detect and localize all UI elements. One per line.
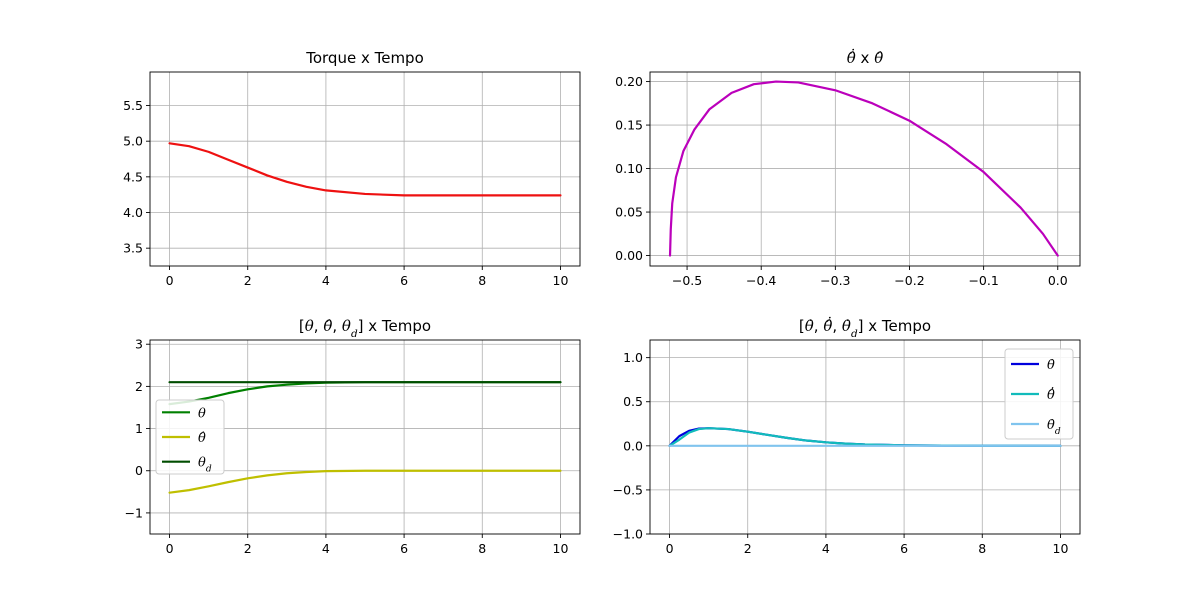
chart-2: −0.5 −0.4 −0.3 −0.2 −0.1 0.0 0.00 0.05 0.10 0.15 0…: [615, 48, 1081, 288]
chart-title-part: θ̂: [874, 49, 883, 67]
x-tick-label: 6: [400, 541, 408, 556]
x-tick-label: 0: [166, 273, 174, 288]
y-tick-label: 3: [135, 337, 143, 352]
x-tick-label: 8: [978, 541, 986, 556]
chart-title: θ̂̇ x θ̂: [847, 48, 883, 67]
x-tick-label: −0.3: [820, 273, 850, 288]
chart-title-part: Torque x Tempo: [305, 49, 424, 67]
x-tick-label: 6: [900, 541, 908, 556]
y-tick-label: 0.20: [615, 74, 643, 89]
x-tick-label: 0.0: [1048, 273, 1068, 288]
chart-title-part: θ̇: [805, 317, 814, 335]
legend-label-2: θ̂̇: [1047, 386, 1055, 403]
y-tick-label: −1: [125, 505, 143, 520]
legend-label-part: θ̂: [198, 431, 206, 446]
chart-4: 0 2 4 6 8 10−1.0−0.50.00.51.0[θ̇, θ̂̇, θ̇d] x…: [613, 316, 1081, 556]
x-tick-label: 2: [244, 273, 252, 288]
chart-title-part: ,: [314, 317, 324, 335]
x-tick-label: 10: [553, 273, 569, 288]
legend-label-part: θ: [198, 456, 206, 471]
x-tick-label: 4: [322, 273, 330, 288]
y-tick-label: 5.0: [123, 134, 143, 149]
chart-title-part: [: [299, 317, 305, 335]
y-tick-label: −1.0: [613, 527, 643, 542]
x-tick-label: −0.4: [746, 273, 776, 288]
legend-label-part: d: [1055, 427, 1061, 437]
series-line-1: [168, 142, 562, 197]
chart-title: [θ̇, θ̂̇, θ̇d] x Tempo: [799, 316, 931, 340]
x-tick-label: 4: [822, 541, 830, 556]
chart-title-part: θ̂̇: [847, 48, 856, 67]
y-tick-label: 0.00: [615, 248, 643, 263]
chart-title-part: θ̇: [842, 317, 851, 335]
legend-label-2: θ̂: [198, 431, 206, 446]
x-tick-label: 10: [1053, 541, 1069, 556]
x-tick-label: −0.5: [672, 273, 702, 288]
x-tick-label: 0: [666, 541, 674, 556]
legend-label-3: θ̇d: [1047, 418, 1061, 437]
y-tick-label: 0.10: [615, 161, 643, 176]
chart-title-part: θ: [342, 317, 351, 335]
y-tick-label: 0.5: [623, 394, 643, 409]
y-tick-label: 3.5: [123, 241, 143, 256]
y-tick-label: 1: [135, 421, 143, 436]
legend-label-part: θ̇: [1047, 358, 1055, 373]
legend-label-part: θ: [198, 406, 206, 421]
chart-title: Torque x Tempo: [305, 49, 424, 67]
legend: θθ̂θd: [155, 399, 225, 475]
y-tick-label: 5.5: [123, 98, 143, 113]
y-tick-label: 0: [135, 463, 143, 478]
y-tick-label: 0.0: [623, 438, 643, 453]
x-tick-label: −0.2: [894, 273, 924, 288]
x-tick-label: 8: [478, 273, 486, 288]
chart-title-part: ] x Tempo: [858, 317, 931, 335]
legend: θ̇θ̂̇θ̇d: [1004, 348, 1074, 440]
legend-label-1: θ̇: [1047, 358, 1055, 373]
y-tick-label: 1.0: [623, 350, 643, 365]
y-tick-label: 2: [135, 379, 143, 394]
chart-title-part: ,: [814, 317, 824, 335]
series-line-1: [668, 80, 1059, 257]
x-tick-label: 2: [244, 541, 252, 556]
axes-frame: [649, 339, 1081, 535]
legend-label-1: θ: [198, 406, 206, 421]
x-tick-label: 6: [400, 273, 408, 288]
y-tick-label: −0.5: [613, 482, 643, 497]
y-tick-label: 0.15: [615, 118, 643, 133]
chart-title-part: ,: [832, 317, 842, 335]
chart-title-part: d: [851, 328, 858, 340]
legend-label-part: θ̂̇: [1047, 386, 1055, 403]
legend-label-3: θd: [198, 456, 212, 475]
chart-title-part: ,: [332, 317, 342, 335]
legend-label-part: θ̇: [1047, 418, 1055, 433]
chart-title-part: x: [856, 49, 874, 67]
x-tick-label: 4: [322, 541, 330, 556]
chart-title-part: ] x Tempo: [358, 317, 431, 335]
axes-frame: [149, 339, 581, 535]
y-tick-label: 4.5: [123, 169, 143, 184]
legend-label-part: d: [206, 465, 212, 475]
chart-title-part: [: [799, 317, 805, 335]
chart-title-part: θ̂̇: [823, 316, 832, 335]
chart-title: [θ, θ̂, θd] x Tempo: [299, 317, 431, 340]
x-tick-label: 8: [478, 541, 486, 556]
series-line-2: [168, 469, 562, 494]
x-tick-label: −0.1: [968, 273, 998, 288]
axes-frame: [149, 71, 581, 267]
x-tick-label: 2: [744, 541, 752, 556]
y-tick-label: 4.0: [123, 205, 143, 220]
chart-title-part: θ̂: [323, 317, 332, 335]
y-tick-label: 0.05: [615, 205, 643, 220]
chart-title-part: θ: [305, 317, 314, 335]
chart-1: 0 2 4 6 8 10 3.5 4.0 4.5 5.0 5.5 Torque x Tempo: [123, 49, 581, 288]
chart-title-part: d: [351, 328, 358, 340]
x-tick-label: 10: [553, 541, 569, 556]
x-tick-label: 0: [166, 541, 174, 556]
